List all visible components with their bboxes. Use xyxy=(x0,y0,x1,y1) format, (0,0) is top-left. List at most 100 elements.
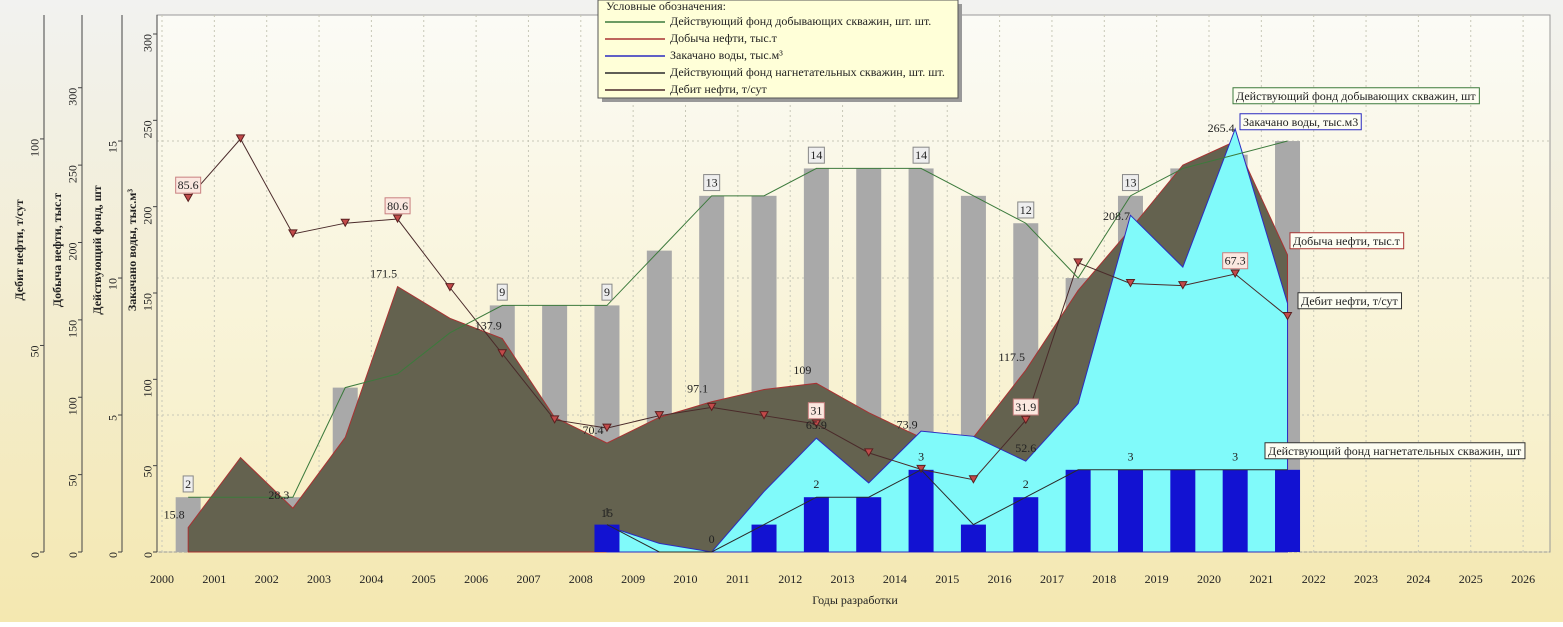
x-tick-label: 2015 xyxy=(935,572,959,586)
data-label: 14 xyxy=(915,148,927,162)
marker xyxy=(1177,281,1188,290)
data-label: 1 xyxy=(604,504,610,518)
data-label: 70.4 xyxy=(582,423,603,437)
marker xyxy=(549,415,560,424)
y-tick-label: 0 xyxy=(141,552,155,558)
y-tick-label: 0 xyxy=(106,552,120,558)
legend-label: Закачано воды, тыс.м³ xyxy=(670,48,783,62)
data-label: 137.9 xyxy=(475,318,502,332)
data-label-box xyxy=(1222,252,1249,270)
marker xyxy=(1125,279,1136,288)
y-tick-label: 10 xyxy=(106,278,120,290)
marker xyxy=(916,464,926,474)
data-label-box xyxy=(384,197,411,215)
bar xyxy=(1013,497,1039,552)
y-tick-label: 50 xyxy=(141,466,155,478)
data-label: 2 xyxy=(813,477,819,491)
data-label: 67.3 xyxy=(1225,254,1246,268)
x-axis-title: Годы разработки xyxy=(812,593,898,607)
x-tick-label: 2026 xyxy=(1511,572,1535,586)
data-label: 15.8 xyxy=(164,507,185,521)
bar xyxy=(1065,469,1091,552)
x-tick-label: 2002 xyxy=(255,572,279,586)
y-tick-label: 150 xyxy=(141,293,155,311)
bar xyxy=(1222,469,1248,552)
data-label: 3 xyxy=(1127,450,1133,464)
data-label: 85.6 xyxy=(178,178,199,192)
data-label: 9 xyxy=(499,285,505,299)
marker xyxy=(654,411,665,420)
data-label: 171.5 xyxy=(370,266,397,280)
marker xyxy=(1282,312,1293,321)
y-tick-label: 50 xyxy=(66,475,80,487)
marker xyxy=(445,283,455,292)
data-label: 109 xyxy=(793,363,811,377)
area xyxy=(606,127,1289,553)
y-axis-title: Добыча нефти, тыс.т xyxy=(50,193,64,307)
annotation-box xyxy=(1239,113,1362,131)
bar xyxy=(856,497,882,552)
data-label: 14 xyxy=(810,148,822,162)
marker xyxy=(968,475,979,484)
line xyxy=(188,140,1288,498)
legend-box xyxy=(597,0,959,99)
data-label-box xyxy=(807,402,825,420)
data-label-box xyxy=(1017,201,1035,219)
data-label: 31.9 xyxy=(1015,400,1036,414)
data-label: 208.7 xyxy=(1103,209,1130,223)
data-label: 265.4 xyxy=(1208,121,1235,135)
x-tick-label: 2006 xyxy=(464,572,488,586)
y-axis-title: Дебит нефти, т/сут xyxy=(12,199,26,300)
y-tick-label: 100 xyxy=(141,379,155,397)
y-tick-label: 300 xyxy=(66,88,80,106)
data-label: 65.9 xyxy=(806,418,827,432)
annotation: Действующий фонд добывающих скважин, шт xyxy=(1236,89,1476,103)
data-label: 13 xyxy=(706,176,718,190)
x-tick-label: 2000 xyxy=(150,572,174,586)
x-tick-label: 2005 xyxy=(412,572,436,586)
line xyxy=(606,469,1288,553)
data-label-box xyxy=(496,283,508,301)
x-tick-label: 2019 xyxy=(1145,572,1169,586)
x-tick-label: 2008 xyxy=(569,572,593,586)
x-tick-label: 2022 xyxy=(1302,572,1326,586)
bar xyxy=(960,524,986,552)
data-label-box xyxy=(703,174,721,192)
data-label: 2 xyxy=(1023,477,1029,491)
marker xyxy=(759,411,769,420)
bar xyxy=(1275,469,1301,552)
annotation-box xyxy=(1232,87,1480,105)
legend-label: Действующий фонд нагнетательных скважин,… xyxy=(670,65,945,79)
annotation: Действующий фонд нагнетательных скважин,… xyxy=(1268,444,1522,458)
legend-label: Дебит нефти, т/сут xyxy=(670,82,768,96)
marker xyxy=(1020,415,1031,425)
marker xyxy=(235,134,246,143)
data-label-box xyxy=(601,283,613,301)
data-label: 12 xyxy=(1020,203,1032,217)
y-tick-label: 250 xyxy=(66,165,80,183)
bar xyxy=(1117,469,1143,552)
marker xyxy=(863,448,874,457)
y-axis-title: Действующий фонд, шт xyxy=(90,185,104,314)
marker xyxy=(392,214,403,224)
x-tick-label: 2016 xyxy=(988,572,1012,586)
x-tick-label: 2020 xyxy=(1197,572,1221,586)
x-tick-label: 2003 xyxy=(307,572,331,586)
bar xyxy=(908,469,934,552)
data-label: 9 xyxy=(604,285,610,299)
y-axis-title: Закачано воды, тыс.м³ xyxy=(125,189,139,312)
data-label: 52.6 xyxy=(1015,441,1036,455)
annotation: Добыча нефти, тыс.т xyxy=(1293,234,1401,248)
legend-title: Условные обозначения: xyxy=(606,0,726,13)
data-label-box xyxy=(175,176,202,194)
x-tick-label: 2024 xyxy=(1406,572,1430,586)
data-label: 28.3 xyxy=(268,488,289,502)
line xyxy=(187,138,1288,481)
data-label: 0 xyxy=(709,532,715,546)
annotation: Дебит нефти, т/сут xyxy=(1301,294,1399,308)
data-label: 117.5 xyxy=(998,350,1025,364)
y-tick-label: 300 xyxy=(141,34,155,52)
data-label: 3 xyxy=(918,450,924,464)
y-tick-label: 100 xyxy=(66,397,80,415)
y-tick-label: 250 xyxy=(141,120,155,138)
